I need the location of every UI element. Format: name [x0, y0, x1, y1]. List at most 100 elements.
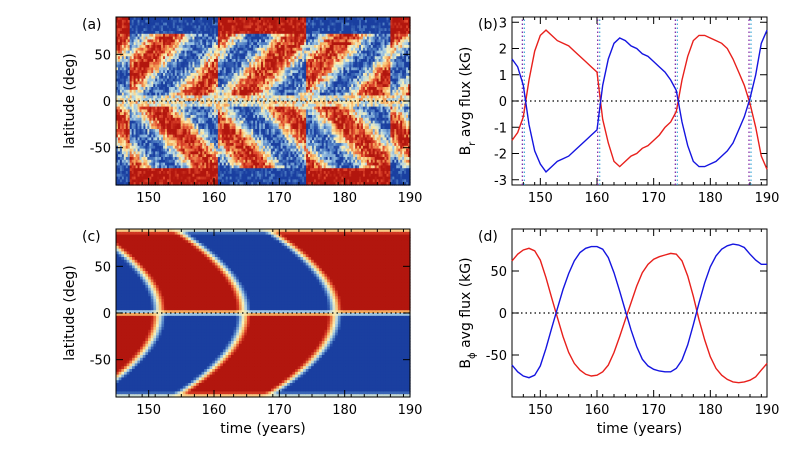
heatmap-cell [116, 73, 119, 77]
heatmap-cell [212, 157, 215, 161]
heatmap-cell [172, 143, 176, 147]
heatmap-cell [243, 148, 246, 152]
heatmap-cell [147, 22, 150, 26]
heatmap-cell [163, 131, 166, 136]
heatmap-cell [168, 50, 172, 54]
heatmap-cell [206, 19, 209, 24]
heatmap-cell [276, 47, 280, 52]
heatmap-cell [217, 39, 221, 43]
heatmap-cell [214, 53, 217, 57]
heatmap-cell [141, 25, 145, 29]
heatmap-cell [168, 31, 172, 35]
heatmap-cell [149, 143, 152, 147]
heatmap-cell [137, 117, 141, 122]
heatmap-cell [266, 168, 270, 172]
heatmap-cell [196, 109, 199, 113]
heatmap-cell [206, 117, 209, 122]
heatmap-cell [194, 151, 197, 155]
heatmap-cell [233, 81, 237, 85]
heatmap-cell [221, 45, 225, 49]
heatmap-cell [123, 168, 127, 172]
heatmap-cell [119, 143, 123, 147]
heatmap-cell [217, 120, 221, 124]
heatmap-cell [263, 115, 266, 119]
heatmap-cell [116, 115, 119, 119]
heatmap-cell [278, 17, 282, 21]
heatmap-cell [208, 98, 211, 102]
heatmap-cell [202, 87, 205, 91]
heatmap-cell [257, 148, 260, 152]
heatmap-cell [143, 22, 146, 26]
heatmap-cell [129, 78, 133, 82]
heatmap-cell [229, 103, 233, 108]
heatmap-cell [190, 73, 194, 77]
heatmap-cell [241, 81, 244, 85]
heatmap-cell [161, 31, 164, 35]
heatmap-cell [235, 157, 239, 161]
heatmap-cell [116, 42, 119, 46]
heatmap-cell [200, 39, 203, 43]
heatmap-cell [233, 47, 237, 52]
heatmap-cell [159, 45, 162, 49]
heatmap-cell [153, 129, 156, 133]
heatmap-cell [276, 140, 280, 144]
heatmap-cell [157, 17, 160, 21]
heatmap-cell [137, 148, 141, 152]
heatmap-cell [241, 75, 244, 80]
heatmap-cell [166, 151, 170, 155]
heatmap-cell [200, 182, 203, 186]
heatmap-cell [123, 22, 127, 26]
heatmap-cell [276, 115, 280, 119]
heatmap-cell [129, 19, 133, 24]
heatmap-cell [231, 98, 235, 102]
heatmap-cell [266, 103, 270, 108]
heatmap-cell [255, 70, 258, 74]
heatmap-cell [235, 19, 239, 24]
heatmap-cell [237, 53, 241, 57]
heatmap-cell [257, 106, 260, 110]
heatmap-cell [161, 78, 164, 82]
heatmap-cell [168, 36, 172, 40]
heatmap-cell [176, 19, 180, 24]
heatmap-cell [155, 84, 158, 88]
heatmap-cell [249, 45, 252, 49]
heatmap-cell [119, 50, 123, 54]
heatmap-cell [263, 53, 266, 57]
heatmap-cell [251, 120, 254, 124]
heatmap-cell [141, 33, 145, 38]
heatmap-cell [264, 162, 268, 166]
heatmap-cell [184, 73, 188, 77]
heatmap-cell [184, 87, 188, 91]
heatmap-cell [166, 148, 170, 152]
heatmap-cell [206, 92, 209, 96]
heatmap-cell [192, 157, 195, 161]
heatmap-cell [263, 81, 266, 85]
heatmap-cell [116, 84, 119, 88]
heatmap-cell [143, 159, 146, 164]
heatmap-cell [123, 19, 127, 24]
heatmap-cell [168, 67, 172, 71]
heatmap-cell [186, 45, 190, 49]
heatmap-cell [274, 173, 278, 178]
heatmap-cell [251, 84, 254, 88]
heatmap-cell [180, 75, 184, 80]
heatmap-cell [272, 17, 276, 21]
heatmap-cell [272, 103, 276, 108]
heatmap-cell [215, 168, 219, 172]
heatmap-cell [229, 59, 233, 63]
heatmap-cell [168, 81, 172, 85]
heatmap-cell [149, 70, 152, 74]
heatmap-cell [121, 92, 125, 96]
heatmap-cell [206, 28, 209, 32]
heatmap-cell [143, 173, 146, 178]
heatmap-cell [261, 17, 264, 21]
heatmap-cell [266, 171, 270, 175]
heatmap-cell [223, 173, 227, 178]
heatmap-cell [276, 120, 280, 124]
heatmap-cell [153, 173, 156, 178]
heatmap-cell [270, 67, 274, 71]
heatmap-cell [163, 117, 166, 122]
heatmap-cell [243, 131, 246, 136]
heatmap-cell [245, 47, 248, 52]
heatmap-cell [182, 28, 186, 32]
